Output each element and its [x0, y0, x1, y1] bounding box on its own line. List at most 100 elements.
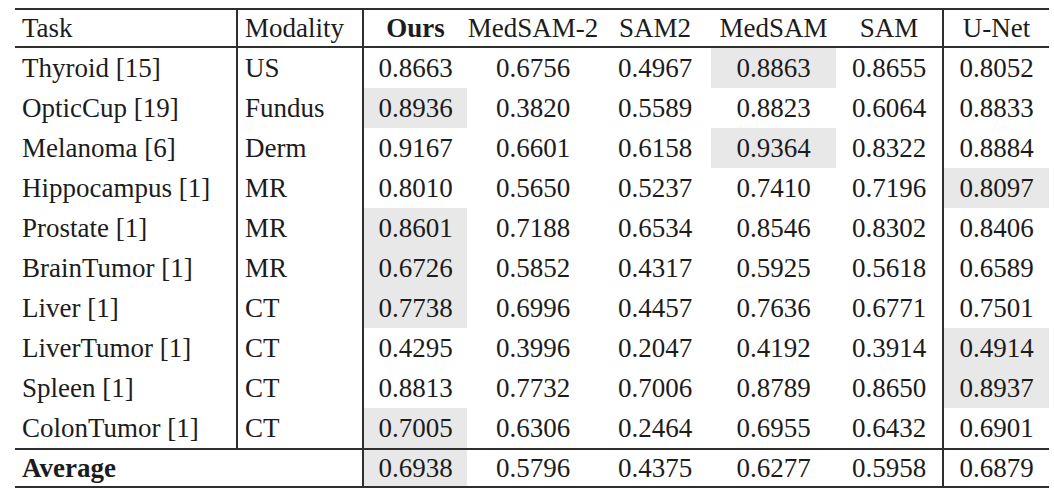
- col-header-unet: U-Net: [943, 9, 1049, 47]
- score-cell-ours: 0.9167: [363, 128, 467, 168]
- score-cell-sam2: 0.6534: [599, 208, 711, 248]
- score-cell-medsam2: 0.7732: [467, 368, 599, 408]
- task-cell: LiverTumor [1]: [15, 328, 237, 368]
- score-cell-sam2: 0.2047: [599, 328, 711, 368]
- score-cell-unet: 0.8406: [943, 208, 1049, 248]
- table-row: Prostate [1]MR0.86010.71880.65340.85460.…: [15, 208, 1049, 248]
- modality-cell: CT: [237, 328, 363, 368]
- task-cell: Thyroid [15]: [15, 47, 237, 88]
- col-header-sam2: SAM2: [599, 9, 711, 47]
- score-cell-medsam2: 0.6306: [467, 408, 599, 449]
- score-cell-sam2: 0.4967: [599, 47, 711, 88]
- score-cell-unet: 0.8884: [943, 128, 1049, 168]
- score-cell-unet: 0.8937: [943, 368, 1049, 408]
- score-cell-sam: 0.6432: [836, 408, 943, 449]
- score-cell-ours: 0.6726: [363, 248, 467, 288]
- col-header-task: Task: [15, 9, 237, 47]
- score-cell-medsam: 0.4192: [711, 328, 836, 368]
- modality-cell: MR: [237, 168, 363, 208]
- table-row: Liver [1]CT0.77380.69960.44570.76360.677…: [15, 288, 1049, 328]
- score-cell-sam2: 0.6158: [599, 128, 711, 168]
- col-header-modality: Modality: [237, 9, 363, 47]
- col-header-ours: Ours: [363, 9, 467, 47]
- score-cell-sam: 0.8322: [836, 128, 943, 168]
- task-cell: Spleen [1]: [15, 368, 237, 408]
- score-cell-sam: 0.5618: [836, 248, 943, 288]
- modality-cell: CT: [237, 408, 363, 449]
- average-score-cell-sam: 0.5958: [836, 449, 943, 487]
- col-header-medsam2: MedSAM-2: [467, 9, 599, 47]
- score-cell-sam: 0.3914: [836, 328, 943, 368]
- modality-cell: CT: [237, 368, 363, 408]
- score-cell-medsam2: 0.6601: [467, 128, 599, 168]
- table-row: Hippocampus [1]MR0.80100.56500.52370.741…: [15, 168, 1049, 208]
- score-cell-sam: 0.7196: [836, 168, 943, 208]
- modality-cell: US: [237, 47, 363, 88]
- results-table: Task Modality Ours MedSAM-2 SAM2 MedSAM …: [15, 8, 1049, 488]
- paper-page: Task Modality Ours MedSAM-2 SAM2 MedSAM …: [0, 0, 1054, 493]
- score-cell-medsam: 0.5925: [711, 248, 836, 288]
- task-cell: Hippocampus [1]: [15, 168, 237, 208]
- score-cell-unet: 0.6901: [943, 408, 1049, 449]
- header-row: Task Modality Ours MedSAM-2 SAM2 MedSAM …: [15, 9, 1049, 47]
- score-cell-medsam2: 0.5650: [467, 168, 599, 208]
- score-cell-medsam: 0.8789: [711, 368, 836, 408]
- average-score-cell-sam2: 0.4375: [599, 449, 711, 487]
- score-cell-medsam: 0.6955: [711, 408, 836, 449]
- score-cell-sam2: 0.4317: [599, 248, 711, 288]
- score-cell-medsam: 0.7636: [711, 288, 836, 328]
- score-cell-medsam2: 0.7188: [467, 208, 599, 248]
- score-cell-ours: 0.4295: [363, 328, 467, 368]
- task-cell: Liver [1]: [15, 288, 237, 328]
- score-cell-sam: 0.8650: [836, 368, 943, 408]
- score-cell-medsam: 0.8823: [711, 88, 836, 128]
- task-cell: ColonTumor [1]: [15, 408, 237, 449]
- score-cell-ours: 0.7005: [363, 408, 467, 449]
- table-row: ColonTumor [1]CT0.70050.63060.24640.6955…: [15, 408, 1049, 449]
- average-score-cell-medsam: 0.6277: [711, 449, 836, 487]
- task-cell: Melanoma [6]: [15, 128, 237, 168]
- score-cell-sam2: 0.5237: [599, 168, 711, 208]
- modality-cell: MR: [237, 248, 363, 288]
- col-header-sam: SAM: [836, 9, 943, 47]
- score-cell-medsam2: 0.3996: [467, 328, 599, 368]
- score-cell-medsam2: 0.5852: [467, 248, 599, 288]
- score-cell-unet: 0.7501: [943, 288, 1049, 328]
- table-row: BrainTumor [1]MR0.67260.58520.43170.5925…: [15, 248, 1049, 288]
- modality-cell: Derm: [237, 128, 363, 168]
- score-cell-ours: 0.8813: [363, 368, 467, 408]
- score-cell-sam2: 0.5589: [599, 88, 711, 128]
- average-label-cell: Average: [15, 449, 363, 487]
- score-cell-sam: 0.6064: [836, 88, 943, 128]
- score-cell-sam: 0.8302: [836, 208, 943, 248]
- task-cell: BrainTumor [1]: [15, 248, 237, 288]
- score-cell-medsam2: 0.3820: [467, 88, 599, 128]
- task-cell: Prostate [1]: [15, 208, 237, 248]
- score-cell-unet: 0.8833: [943, 88, 1049, 128]
- score-cell-unet: 0.6589: [943, 248, 1049, 288]
- score-cell-medsam2: 0.6996: [467, 288, 599, 328]
- average-score-cell-medsam2: 0.5796: [467, 449, 599, 487]
- score-cell-medsam: 0.9364: [711, 128, 836, 168]
- score-cell-sam2: 0.4457: [599, 288, 711, 328]
- average-row: Average0.69380.57960.43750.62770.59580.6…: [15, 449, 1049, 487]
- col-header-medsam: MedSAM: [711, 9, 836, 47]
- score-cell-unet: 0.8097: [943, 168, 1049, 208]
- score-cell-medsam: 0.8863: [711, 47, 836, 88]
- score-cell-sam: 0.6771: [836, 288, 943, 328]
- score-cell-sam2: 0.2464: [599, 408, 711, 449]
- score-cell-medsam: 0.8546: [711, 208, 836, 248]
- table-row: Spleen [1]CT0.88130.77320.70060.87890.86…: [15, 368, 1049, 408]
- score-cell-unet: 0.4914: [943, 328, 1049, 368]
- table-row: OpticCup [19]Fundus0.89360.38200.55890.8…: [15, 88, 1049, 128]
- average-score-cell-ours: 0.6938: [363, 449, 467, 487]
- table-row: Melanoma [6]Derm0.91670.66010.61580.9364…: [15, 128, 1049, 168]
- average-score-cell-unet: 0.6879: [943, 449, 1049, 487]
- table-row: Thyroid [15]US0.86630.67560.49670.88630.…: [15, 47, 1049, 88]
- table-row: LiverTumor [1]CT0.42950.39960.20470.4192…: [15, 328, 1049, 368]
- score-cell-medsam2: 0.6756: [467, 47, 599, 88]
- modality-cell: CT: [237, 288, 363, 328]
- score-cell-sam2: 0.7006: [599, 368, 711, 408]
- score-cell-ours: 0.8663: [363, 47, 467, 88]
- score-cell-ours: 0.8601: [363, 208, 467, 248]
